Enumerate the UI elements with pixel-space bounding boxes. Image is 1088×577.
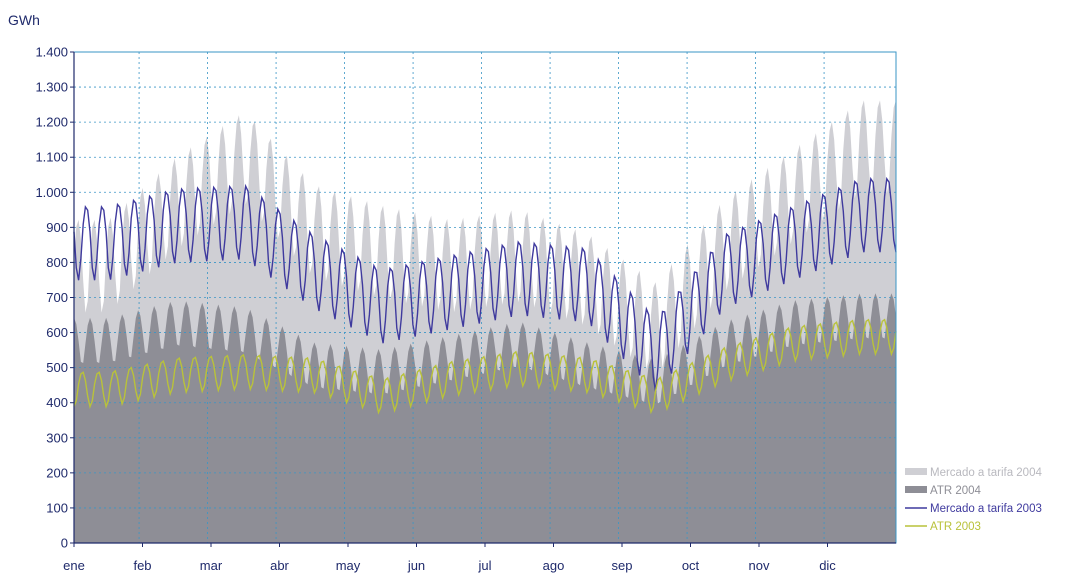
legend-item-atr-2003-label: ATR 2003 bbox=[930, 521, 981, 533]
x-tick-label-jun: jun bbox=[407, 558, 425, 573]
y-tick-label: 600 bbox=[46, 325, 68, 340]
legend-item-atr-2004-label: ATR 2004 bbox=[930, 485, 982, 497]
legend-item-mercado-a-tarifa-2004-swatch bbox=[905, 468, 927, 475]
series-atr-2004-area bbox=[74, 293, 896, 543]
x-tick-label-mar: mar bbox=[200, 558, 223, 573]
y-tick-label: 800 bbox=[46, 255, 68, 270]
y-tick-label: 0 bbox=[61, 536, 68, 551]
x-tick-label-feb: feb bbox=[133, 558, 151, 573]
x-tick-label-oct: oct bbox=[682, 558, 700, 573]
legend: Mercado a tarifa 2004 ATR 2004 Mercado a t… bbox=[905, 467, 1042, 533]
y-tick-label: 900 bbox=[46, 220, 68, 235]
x-tick-label-abr: abr bbox=[270, 558, 289, 573]
x-tick-label-jul: jul bbox=[477, 558, 491, 573]
legend-item-atr-2004-swatch bbox=[905, 486, 927, 493]
y-tick-label: 1.300 bbox=[35, 80, 68, 95]
y-tick-label: 1.000 bbox=[35, 185, 68, 200]
y-tick-label: 200 bbox=[46, 465, 68, 480]
y-tick-label: 100 bbox=[46, 500, 68, 515]
x-tick-label-may: may bbox=[336, 558, 361, 573]
y-tick-label: 700 bbox=[46, 290, 68, 305]
y-tick-label: 300 bbox=[46, 430, 68, 445]
x-tick-label-dic: dic bbox=[819, 558, 836, 573]
x-tick-label-nov: nov bbox=[749, 558, 770, 573]
series-atr-2003-line bbox=[73, 318, 897, 415]
y-tick-label: 500 bbox=[46, 360, 68, 375]
x-tick-label-ene: ene bbox=[63, 558, 85, 573]
y-unit-label: GWh bbox=[8, 12, 40, 28]
y-tick-label: 1.400 bbox=[35, 45, 68, 60]
legend-item-mercado-a-tarifa-2003-label: Mercado a tarifa 2003 bbox=[930, 503, 1042, 515]
y-tick-label: 1.100 bbox=[35, 150, 68, 165]
x-tick-label-sep: sep bbox=[612, 558, 633, 573]
y-tick-label: 400 bbox=[46, 395, 68, 410]
x-tick-label-ago: ago bbox=[543, 558, 565, 573]
y-tick-label: 1.200 bbox=[35, 115, 68, 130]
legend-item-mercado-a-tarifa-2004-label: Mercado a tarifa 2004 bbox=[930, 467, 1042, 479]
series-mercado-a-tarifa-2003-line bbox=[73, 176, 897, 392]
